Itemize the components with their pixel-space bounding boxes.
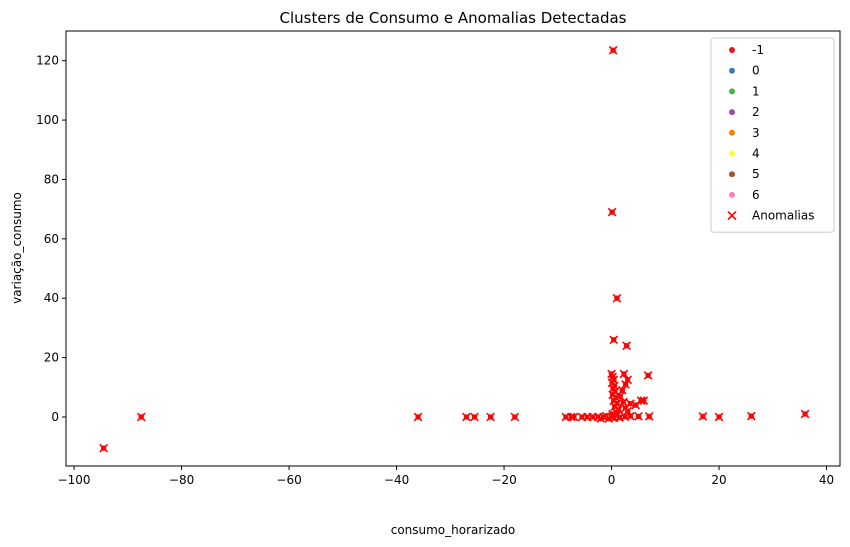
legend-entry: 1 [729, 84, 760, 98]
anomaly-marker [617, 385, 627, 395]
anomaly-marker [644, 412, 654, 421]
anomaly-marker [619, 369, 629, 379]
anomaly-marker [413, 412, 423, 422]
anomaly-marker [615, 413, 624, 422]
anomaly-marker [621, 379, 630, 389]
x-tick-label: −20 [491, 473, 516, 487]
x-tick-label: 0 [608, 473, 616, 487]
anomaly-marker [636, 396, 646, 406]
anomaly-marker [800, 409, 810, 419]
legend-label: 2 [752, 105, 760, 119]
legend-marker [729, 191, 735, 198]
anomaly-marker [609, 335, 619, 345]
x-tick-label: −40 [384, 473, 409, 487]
legend-label: 1 [752, 84, 760, 98]
x-axis: −100 −80 −60 −40 −20 0 20 40 [58, 466, 834, 487]
legend: -1 0 1 2 3 4 5 6 Anomalias [710, 37, 835, 233]
x-tick-label: 40 [819, 473, 834, 487]
anomaly-marker [714, 412, 724, 422]
legend-entry: 5 [729, 167, 760, 181]
legend-marker [729, 67, 735, 74]
legend-x-marker [727, 211, 737, 221]
chart-title: Clusters de Consumo e Anomalias Detectad… [280, 9, 627, 27]
legend-box [710, 37, 835, 233]
anomaly-marker [608, 45, 618, 55]
y-axis-label: variação_consumo [10, 192, 24, 304]
legend-label: Anomalias [752, 209, 814, 223]
plot-area [99, 45, 810, 453]
anomaly-marker [612, 293, 622, 303]
anomaly-marker [639, 396, 649, 406]
x-tick-label: −80 [169, 473, 194, 487]
anomaly-marker [746, 411, 756, 421]
y-tick-label: 60 [44, 232, 59, 246]
anomaly-marker [510, 412, 520, 422]
legend-entry: 6 [729, 188, 760, 202]
legend-marker [729, 150, 735, 157]
anomaly-marker [462, 412, 471, 422]
anomaly-marker [470, 412, 479, 422]
anomaly-marker [643, 371, 653, 380]
y-tick-label: 80 [44, 172, 59, 186]
legend-label: 3 [752, 126, 760, 140]
legend-marker [729, 109, 735, 116]
x-axis-label: consumo_horarizado [391, 523, 516, 537]
legend-marker [729, 171, 735, 178]
legend-entry: Anomalias [727, 209, 814, 223]
plot-frame [65, 30, 841, 467]
x-tick-label: −100 [58, 473, 91, 487]
y-tick-label: 40 [44, 291, 59, 305]
y-tick-label: 20 [44, 351, 59, 365]
anomaly-marker [698, 412, 708, 421]
anomaly-marker [607, 207, 617, 217]
anomaly-marker [136, 412, 146, 422]
legend-marker [729, 47, 735, 53]
anomaly-marker [634, 412, 643, 421]
anomaly-marker [612, 408, 621, 417]
anomaly-marker [569, 412, 579, 422]
anomaly-marker [615, 391, 625, 401]
legend-entry: 3 [729, 126, 760, 140]
legend-entry: 4 [729, 147, 760, 161]
legend-entry: 2 [729, 105, 760, 119]
legend-label: 6 [752, 188, 760, 202]
anomaly-marker [623, 406, 633, 416]
y-tick-label: 120 [36, 54, 59, 68]
anomaly-marker [619, 397, 628, 407]
legend-marker [729, 129, 735, 136]
legend-label: -1 [752, 43, 764, 57]
anomaly-marker [623, 375, 633, 385]
anomaly-marker [566, 412, 576, 422]
x-tick-label: 20 [711, 473, 726, 487]
legend-label: 4 [752, 147, 760, 161]
anomaly-marker [486, 412, 495, 422]
legend-entry: -1 [729, 43, 764, 57]
legend-entry: 0 [729, 64, 760, 78]
anomaly-marker [622, 341, 631, 351]
legend-label: 5 [752, 167, 760, 181]
anomaly-marker [99, 443, 108, 453]
anomaly-marker [626, 399, 635, 409]
x-tick-label: −60 [276, 473, 301, 487]
y-tick-label: 100 [36, 113, 59, 127]
y-axis: 0 20 40 60 80 100 120 [36, 54, 66, 424]
anomaly-marker [599, 412, 608, 422]
y-tick-label: 0 [51, 410, 59, 424]
legend-label: 0 [752, 64, 760, 78]
legend-marker [729, 88, 735, 95]
